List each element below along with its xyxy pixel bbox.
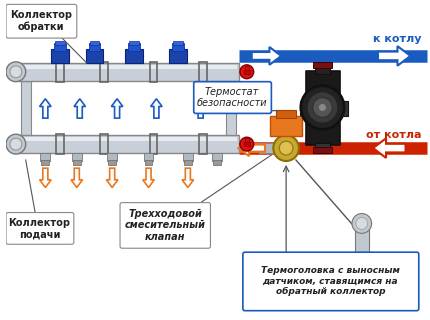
Bar xyxy=(56,62,64,82)
Bar xyxy=(245,138,249,142)
Bar xyxy=(183,153,193,161)
Bar xyxy=(54,43,66,51)
Bar xyxy=(40,153,50,161)
Bar xyxy=(315,143,330,151)
Polygon shape xyxy=(313,87,329,114)
Bar xyxy=(150,62,157,82)
Bar xyxy=(89,43,100,51)
Polygon shape xyxy=(106,168,118,188)
Polygon shape xyxy=(373,138,405,158)
Polygon shape xyxy=(40,99,51,118)
Bar xyxy=(213,160,221,165)
Bar xyxy=(169,49,187,63)
Bar xyxy=(89,41,99,45)
Bar xyxy=(73,160,81,165)
Circle shape xyxy=(319,103,326,111)
Polygon shape xyxy=(143,168,154,188)
FancyBboxPatch shape xyxy=(243,252,419,311)
Bar xyxy=(129,41,139,45)
Bar xyxy=(313,147,332,153)
Text: Коллектор
подачи: Коллектор подачи xyxy=(9,218,71,239)
Text: к котлу: к котлу xyxy=(373,34,422,44)
Polygon shape xyxy=(182,168,194,188)
Circle shape xyxy=(313,98,332,117)
Bar xyxy=(276,110,296,118)
Bar xyxy=(300,100,310,116)
Bar xyxy=(173,41,183,45)
Bar xyxy=(55,41,65,45)
Circle shape xyxy=(240,137,254,151)
Bar xyxy=(72,153,82,161)
Circle shape xyxy=(10,66,22,78)
Bar xyxy=(355,224,369,252)
Bar xyxy=(56,134,64,154)
Bar xyxy=(144,160,153,165)
Bar xyxy=(125,49,143,63)
Circle shape xyxy=(6,62,26,82)
Bar xyxy=(20,137,237,141)
Bar xyxy=(100,134,108,154)
Circle shape xyxy=(6,134,26,154)
Bar xyxy=(21,81,31,140)
FancyBboxPatch shape xyxy=(120,203,210,248)
Bar xyxy=(172,43,184,51)
Circle shape xyxy=(352,213,372,233)
Bar xyxy=(199,134,206,154)
Circle shape xyxy=(279,141,293,155)
Bar xyxy=(199,62,206,82)
Text: Термоголовка с выносным
датчиком, ставящимся на
обратный коллектор: Термоголовка с выносным датчиком, ставящ… xyxy=(261,266,400,296)
Bar xyxy=(86,49,103,63)
Text: Трехходовой
смесительный
клапан: Трехходовой смесительный клапан xyxy=(125,209,206,242)
Circle shape xyxy=(240,65,254,79)
Text: от котла: от котла xyxy=(366,130,422,140)
Bar xyxy=(226,81,236,140)
Bar xyxy=(107,153,117,161)
Bar xyxy=(18,135,239,153)
Bar xyxy=(258,143,273,153)
Circle shape xyxy=(10,138,22,150)
Bar xyxy=(306,71,340,145)
FancyBboxPatch shape xyxy=(6,212,74,244)
Bar xyxy=(270,116,302,136)
Polygon shape xyxy=(239,140,265,156)
Bar xyxy=(338,100,348,116)
Bar xyxy=(51,49,69,63)
Circle shape xyxy=(307,92,338,123)
Text: Термостат
безопасности: Термостат безопасности xyxy=(197,87,267,108)
Bar xyxy=(244,142,250,146)
Bar xyxy=(108,160,116,165)
Polygon shape xyxy=(252,47,281,65)
Bar xyxy=(100,62,108,82)
Bar xyxy=(144,153,154,161)
Bar xyxy=(18,63,239,81)
Bar xyxy=(41,160,49,165)
Polygon shape xyxy=(150,99,162,118)
Bar xyxy=(313,62,332,68)
Text: Коллектор
обратки: Коллектор обратки xyxy=(10,10,72,32)
Bar xyxy=(20,65,237,69)
Polygon shape xyxy=(195,99,206,118)
Bar xyxy=(245,66,249,70)
Bar xyxy=(244,70,250,74)
FancyBboxPatch shape xyxy=(6,4,77,38)
Bar xyxy=(128,43,140,51)
Bar xyxy=(184,160,192,165)
Polygon shape xyxy=(71,168,83,188)
Bar xyxy=(315,66,330,74)
Circle shape xyxy=(356,218,368,229)
Polygon shape xyxy=(111,99,123,118)
Circle shape xyxy=(301,86,344,129)
Circle shape xyxy=(273,135,299,161)
Bar xyxy=(212,153,222,161)
FancyBboxPatch shape xyxy=(194,82,271,113)
Polygon shape xyxy=(40,168,51,188)
Polygon shape xyxy=(74,99,86,118)
Bar xyxy=(150,134,157,154)
Polygon shape xyxy=(378,46,410,66)
